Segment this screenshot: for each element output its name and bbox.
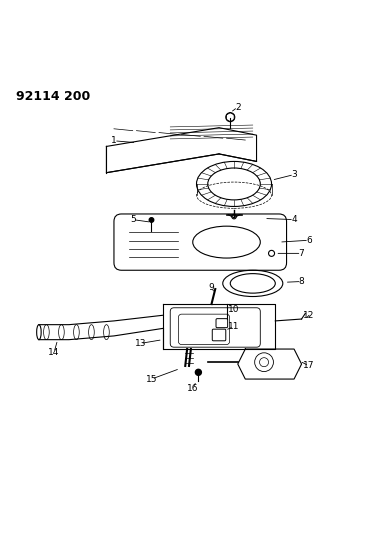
- Text: 16: 16: [187, 384, 198, 393]
- Text: 9: 9: [209, 282, 214, 292]
- Text: 5: 5: [130, 215, 136, 224]
- Circle shape: [149, 217, 154, 222]
- Text: 15: 15: [146, 375, 157, 384]
- Text: 14: 14: [48, 348, 60, 357]
- Text: 7: 7: [299, 249, 304, 258]
- Text: 11: 11: [228, 322, 240, 331]
- Text: 3: 3: [291, 170, 297, 179]
- Text: 4: 4: [291, 215, 297, 224]
- Text: 92114 200: 92114 200: [16, 90, 91, 103]
- Text: 13: 13: [135, 339, 146, 348]
- Text: 17: 17: [303, 361, 315, 370]
- Text: 2: 2: [235, 102, 240, 111]
- Circle shape: [195, 369, 201, 375]
- Text: 6: 6: [306, 236, 312, 245]
- Text: 8: 8: [299, 277, 304, 286]
- Text: 12: 12: [304, 311, 315, 320]
- Text: 10: 10: [228, 305, 240, 314]
- Text: 1: 1: [111, 136, 117, 146]
